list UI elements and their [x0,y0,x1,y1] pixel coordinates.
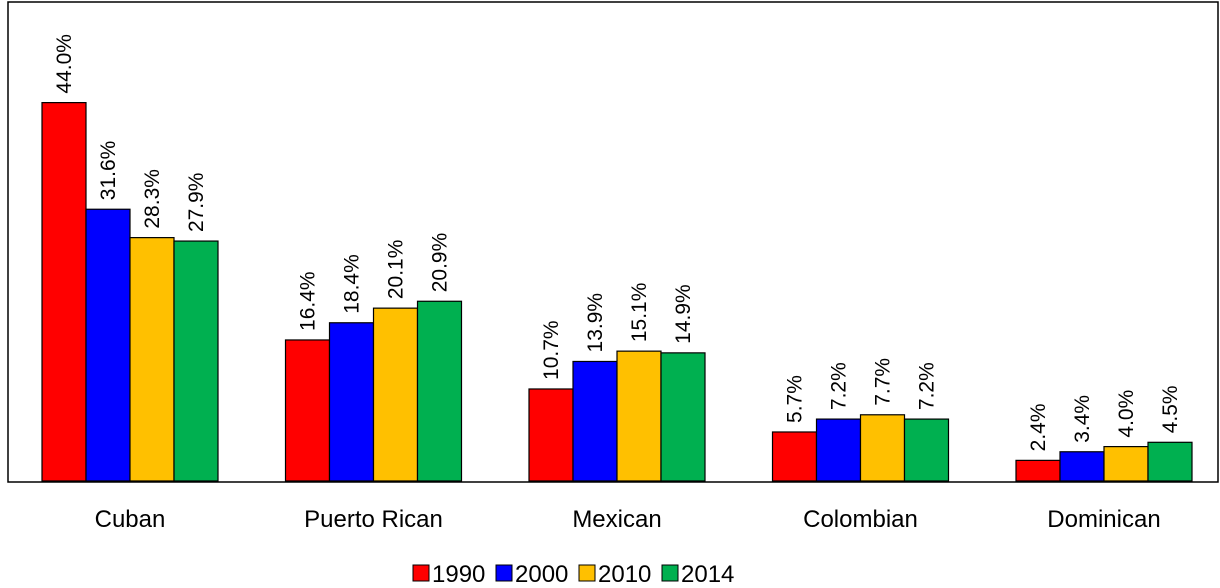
bar-dominican-1990 [1015,459,1061,482]
bar-colombian-2010 [859,414,906,482]
data-labels-group: 44.0% 31.6% 28.3% 27.9% 16.4% 18.4% 20.1% 20.9%… [53,34,1182,451]
category-label-mexican: Mexican [572,506,661,533]
bar-puerto-rican-2010 [372,307,419,482]
data-label-dominican-2000: 3.4% [1071,395,1094,443]
legend-label-2000: 2000 [515,561,568,588]
data-label-colombian-2010: 7.7% [872,358,895,406]
plot-frame [7,1,1219,483]
bar-colombian-1990 [771,431,818,482]
legend-swatch-2000 [495,564,513,582]
data-label-puerto-rican-1990: 16.4% [297,271,320,331]
legend-swatch-1990 [412,564,430,582]
bar-cuban-2010 [129,237,175,482]
bar-colombian-2000 [815,418,862,482]
data-label-cuban-1990: 44.0% [53,34,76,94]
bar-puerto-rican-2000 [328,322,375,482]
data-label-mexican-2010: 15.1% [628,283,651,343]
bar-puerto-rican-1990 [284,339,331,482]
bar-colombian-2014 [903,418,950,482]
data-label-puerto-rican-2000: 18.4% [341,254,364,314]
data-label-dominican-1990: 2.4% [1027,403,1050,451]
data-label-colombian-2000: 7.2% [828,362,851,410]
legend: 1990 2000 2010 2014 [412,561,734,588]
legend-item-2014: 2014 [661,561,734,588]
bar-mexican-2010 [616,350,662,482]
data-label-dominican-2014: 4.5% [1159,385,1182,433]
bar-cuban-2014 [173,240,219,482]
bar-mexican-2000 [572,360,618,482]
legend-item-2010: 2010 [578,561,651,588]
category-label-dominican: Dominican [1047,506,1160,533]
bar-cuban-2000 [85,208,131,482]
data-label-cuban-2010: 28.3% [141,169,164,229]
legend-item-2000: 2000 [495,561,568,588]
legend-item-1990: 1990 [412,561,485,588]
category-label-puerto-rican: Puerto Rican [304,506,443,533]
bar-dominican-2014 [1147,441,1193,482]
category-labels-group: Cuban Puerto Rican Mexican Colombian Dominic… [95,506,1161,533]
data-label-colombian-1990: 5.7% [784,375,807,423]
data-label-dominican-2010: 4.0% [1115,390,1138,438]
bar-mexican-1990 [528,388,574,482]
category-label-colombian: Colombian [803,506,918,533]
legend-swatch-2014 [661,564,679,582]
data-label-mexican-2000: 13.9% [584,293,607,353]
legend-label-2010: 2010 [598,561,651,588]
bar-dominican-2010 [1103,446,1149,482]
bar-puerto-rican-2014 [416,300,463,482]
legend-label-1990: 1990 [432,561,485,588]
bar-dominican-2000 [1059,451,1105,482]
bar-cuban-1990 [41,101,87,482]
data-label-puerto-rican-2010: 20.1% [385,240,408,300]
data-label-puerto-rican-2014: 20.9% [429,233,452,293]
data-label-cuban-2000: 31.6% [97,141,120,201]
legend-swatch-2010 [578,564,596,582]
data-label-mexican-2014: 14.9% [672,284,695,344]
category-label-cuban: Cuban [95,506,166,533]
data-label-colombian-2014: 7.2% [916,362,939,410]
data-label-cuban-2014: 27.9% [185,173,208,233]
bar-mexican-2014 [660,352,706,482]
bars-group [41,101,1193,482]
legend-label-2014: 2014 [681,561,734,588]
data-label-mexican-1990: 10.7% [540,320,563,380]
